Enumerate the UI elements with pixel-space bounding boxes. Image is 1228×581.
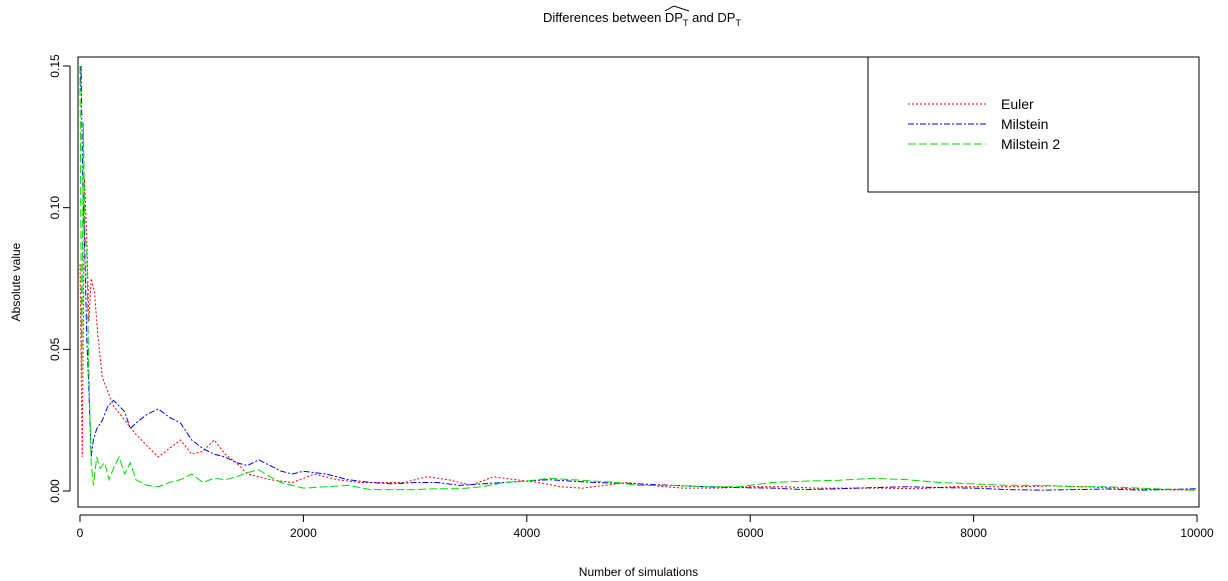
y-axis-label: Absolute value xyxy=(9,242,23,321)
chart-title-symbol2: DP xyxy=(717,10,735,25)
series-line-3 xyxy=(79,65,1198,491)
x-tick-label: 10000 xyxy=(1180,526,1214,540)
y-tick-label: 0.15 xyxy=(48,54,62,78)
series-line-1 xyxy=(79,179,1198,491)
title-hat-accent xyxy=(664,5,690,12)
chart-title-subscript: T xyxy=(683,18,689,28)
x-tick-label: 8000 xyxy=(960,526,987,540)
chart-title-symbol: DP xyxy=(665,10,683,25)
y-axis: 0.00 0.05 0.10 0.15 xyxy=(48,54,71,503)
x-axis: 0 2000 4000 6000 8000 10000 xyxy=(77,514,1214,540)
x-tick-label: 4000 xyxy=(513,526,540,540)
plot-area-box xyxy=(77,56,1200,508)
y-tick-label: 0.10 xyxy=(48,196,62,220)
legend-label: Euler xyxy=(1001,96,1034,112)
chart-title-connector: and xyxy=(688,10,717,25)
chart-title-prefix: Differences between xyxy=(543,10,665,25)
legend-label: Milstein 2 xyxy=(1001,136,1060,152)
series-layer xyxy=(79,65,1198,491)
y-tick-label: 0.05 xyxy=(48,337,62,361)
x-tick-label: 6000 xyxy=(737,526,764,540)
x-tick-label: 2000 xyxy=(290,526,317,540)
legend: Euler Milstein Milstein 2 xyxy=(867,56,1200,193)
chart-title-subscript2: T xyxy=(735,18,741,28)
x-axis-label: Number of simulations xyxy=(579,565,698,579)
chart-title: Differences between DPT and DPT xyxy=(543,10,741,28)
x-tick-label: 0 xyxy=(77,526,84,540)
y-tick-label: 0.00 xyxy=(48,479,62,503)
legend-label: Milstein xyxy=(1001,116,1048,132)
